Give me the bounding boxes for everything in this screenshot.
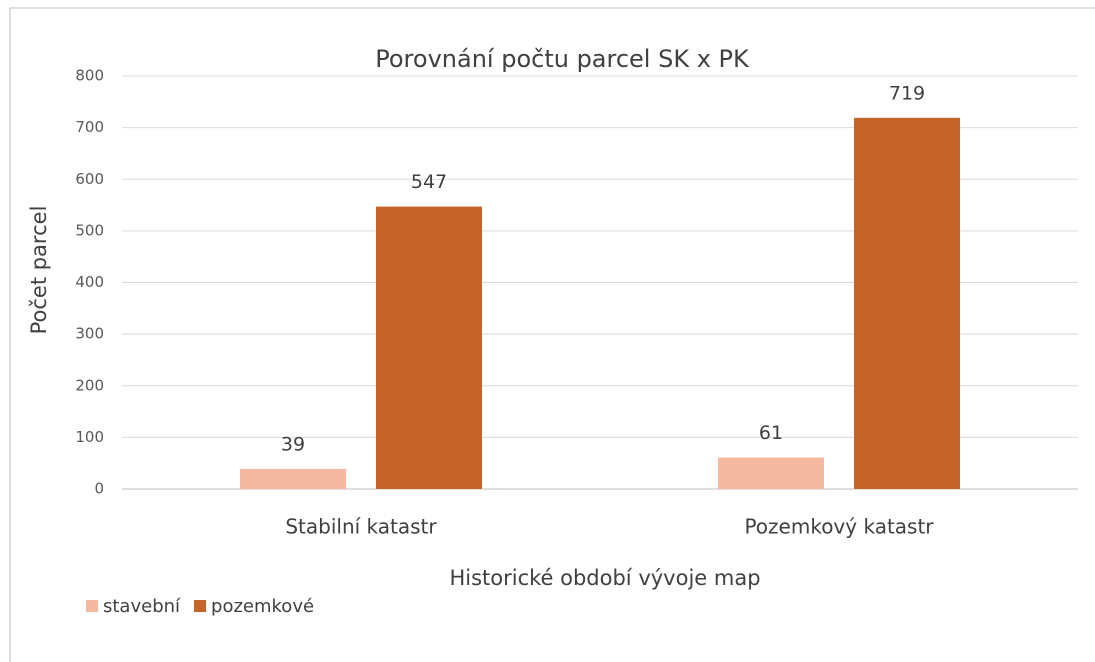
- bar: [854, 117, 960, 489]
- x-axis-label: Historické období vývoje map: [449, 566, 760, 590]
- bar: [240, 468, 346, 489]
- y-tick-label: 100: [75, 428, 104, 446]
- y-tick-label: 800: [75, 67, 104, 85]
- y-tick-label: 300: [75, 325, 104, 343]
- x-tick-label: Stabilní katastr: [285, 515, 437, 539]
- legend-swatch: [194, 600, 207, 612]
- legend-swatch: [86, 600, 98, 612]
- legend-label: stavební: [103, 596, 181, 617]
- value-label: 547: [411, 171, 447, 193]
- y-tick-label: 500: [75, 221, 104, 239]
- y-tick-label: 600: [75, 170, 104, 188]
- bar: [376, 206, 482, 489]
- value-label: 39: [281, 433, 305, 455]
- value-label: 719: [889, 82, 925, 104]
- bar: [718, 457, 824, 489]
- y-tick-label: 700: [75, 118, 104, 136]
- legend-label: pozemkové: [211, 596, 314, 617]
- x-tick-label: Pozemkový katastr: [744, 515, 934, 539]
- y-axis-label: Počet parcel: [27, 206, 51, 335]
- y-tick-label: 400: [75, 273, 104, 291]
- y-tick-label: 200: [75, 376, 104, 394]
- value-label: 61: [759, 422, 783, 444]
- y-tick-label: 0: [94, 480, 104, 498]
- chart-title: Porovnání počtu parcel SK x PK: [375, 45, 750, 73]
